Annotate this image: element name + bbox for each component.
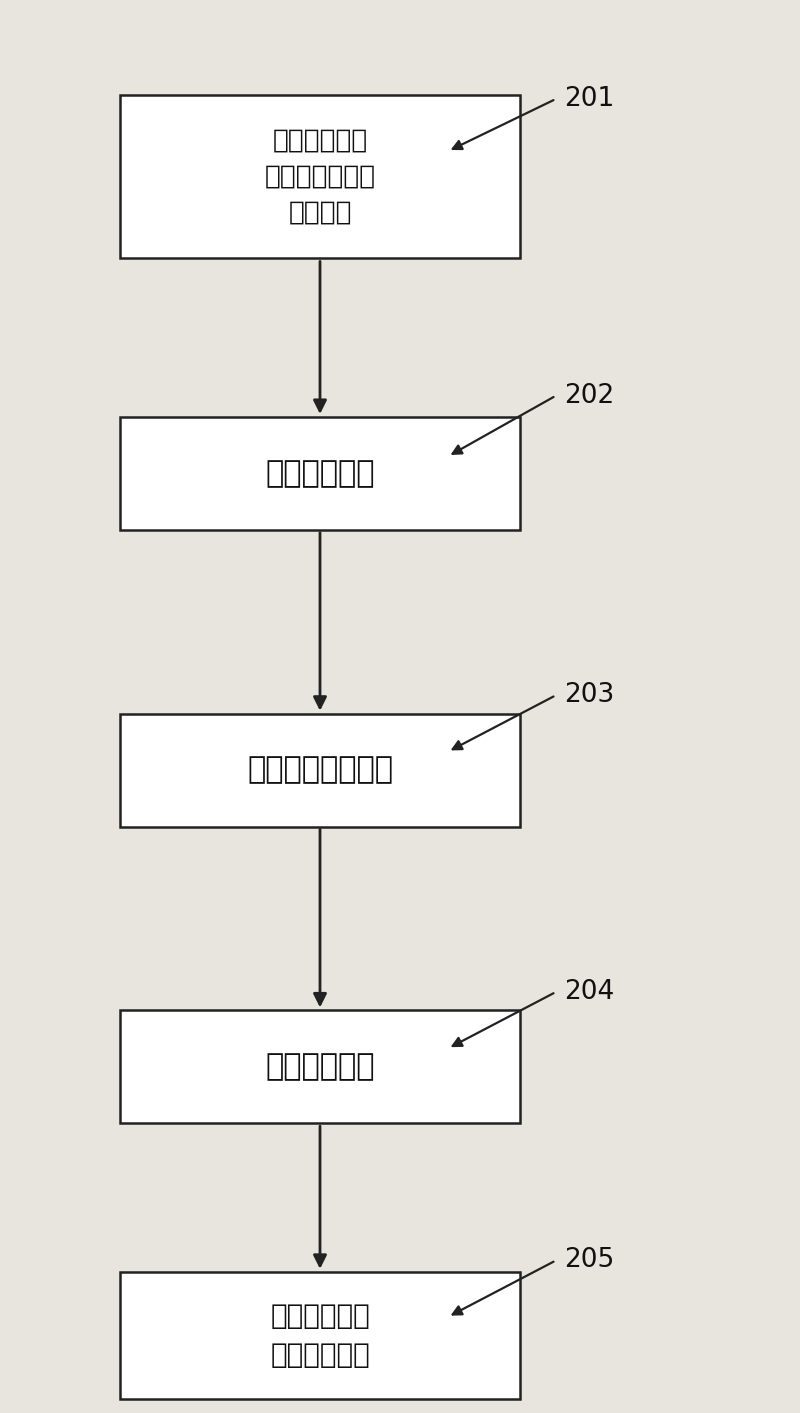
Bar	[120, 1272, 520, 1399]
Text: 计算调制信号
相位变化位置: 计算调制信号 相位变化位置	[270, 1301, 370, 1369]
Text: 202: 202	[564, 383, 614, 408]
Text: 204: 204	[564, 979, 614, 1005]
Bar	[120, 96, 520, 257]
Text: 产生参考载波信号: 产生参考载波信号	[247, 756, 393, 784]
Text: 相关函数计算: 相关函数计算	[266, 1053, 374, 1081]
Bar	[120, 1010, 520, 1123]
Text: 203: 203	[564, 682, 614, 708]
Bar	[120, 417, 520, 530]
Bar	[120, 714, 520, 827]
Text: 确定调制信号
相位变化位置的
载波相位: 确定调制信号 相位变化位置的 载波相位	[265, 127, 375, 226]
Text: 采集调制信号: 采集调制信号	[266, 459, 374, 487]
Text: 201: 201	[564, 86, 614, 112]
Text: 205: 205	[564, 1248, 614, 1273]
